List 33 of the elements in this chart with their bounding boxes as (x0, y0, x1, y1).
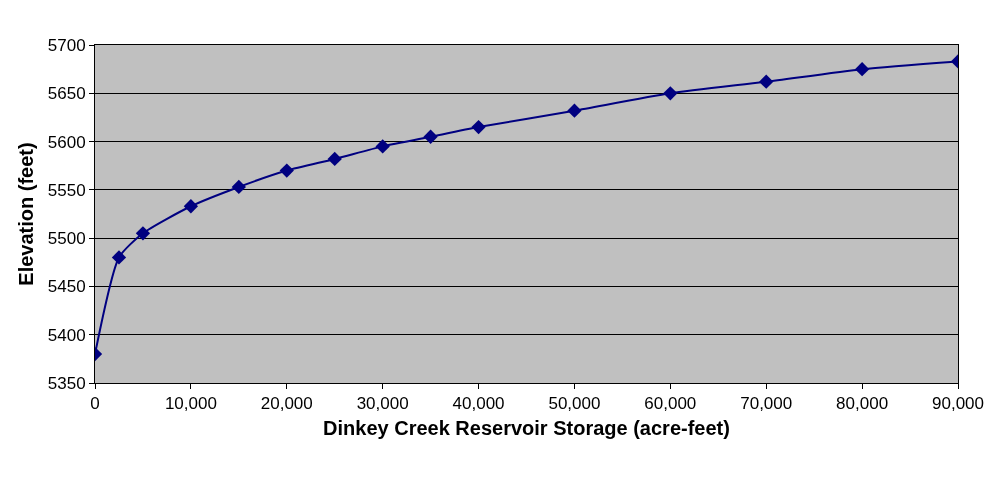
x-axis-title: Dinkey Creek Reservoir Storage (acre-feet) (323, 416, 730, 439)
point (111, 250, 127, 265)
y-tick-label: 5450 (47, 277, 86, 297)
y-tick-label: 5600 (47, 132, 86, 152)
y-tick-label: 5500 (47, 229, 86, 249)
point (231, 179, 246, 195)
point (854, 61, 870, 77)
point (423, 129, 438, 144)
point (375, 139, 390, 154)
y-tick-label: 5400 (47, 325, 86, 345)
x-tick-label: 40,000 (452, 394, 505, 414)
x-tick-label: 0 (90, 394, 100, 414)
x-tick-label: 70,000 (740, 394, 793, 414)
y-tick-label: 5650 (47, 84, 86, 104)
point (471, 119, 486, 135)
y-tick-label: 5350 (47, 373, 86, 393)
x-tick-label: 30,000 (356, 394, 409, 414)
point (183, 199, 199, 214)
y-tick-label: 5550 (47, 180, 86, 200)
x-tick-label: 50,000 (548, 394, 601, 414)
x-tick-label: 10,000 (164, 394, 217, 414)
point (663, 86, 678, 101)
point (279, 163, 294, 178)
x-tick-label: 90,000 (932, 394, 984, 414)
x-tick-label: 20,000 (260, 394, 313, 414)
x-tick-label: 60,000 (644, 394, 697, 414)
point (567, 103, 582, 118)
y-axis-title: Elevation (feet) (15, 142, 38, 286)
y-tick-label: 5700 (47, 35, 86, 55)
x-tick-label: 80,000 (836, 394, 889, 414)
point (135, 226, 151, 241)
point (759, 74, 774, 89)
point (327, 151, 342, 167)
